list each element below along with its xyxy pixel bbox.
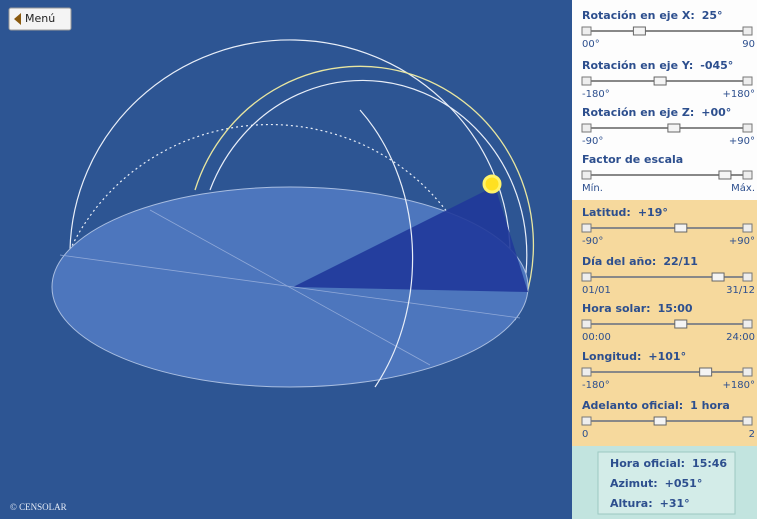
range-min: -180° <box>582 380 610 391</box>
slider-button[interactable] <box>743 77 752 85</box>
range-min: -180° <box>582 89 610 100</box>
slider-thumb[interactable] <box>633 27 645 35</box>
slider-thumb[interactable] <box>654 77 666 85</box>
slider-button[interactable] <box>743 320 752 328</box>
result-label: Altura: <box>610 497 653 510</box>
slider-button[interactable] <box>582 77 591 85</box>
range-min: 0 <box>582 429 588 440</box>
result-label: Hora oficial: <box>610 457 685 470</box>
app: Menú © CENSOLAR Rotación en eje X: 25° 00°… <box>0 0 757 519</box>
slider-button[interactable] <box>743 273 752 281</box>
slider-button[interactable] <box>743 27 752 35</box>
slider-button[interactable] <box>582 27 591 35</box>
scene: Menú © CENSOLAR <box>0 0 572 519</box>
control-label: Día del año: <box>582 255 656 268</box>
range-min: -90° <box>582 236 603 247</box>
control-label: Rotación en eje X: <box>582 9 695 22</box>
control-value: 22/11 <box>663 255 698 268</box>
range-max: 2 <box>749 429 755 440</box>
control-label: Rotación en eje Z: <box>582 106 694 119</box>
range-min: 01/01 <box>582 285 611 296</box>
control-value: 15:00 <box>658 302 693 315</box>
result-value: 15:46 <box>692 457 727 470</box>
slider-thumb[interactable] <box>719 171 731 179</box>
control-label: Adelanto oficial: <box>582 399 683 412</box>
result-label: Azimut: <box>610 477 658 490</box>
slider-button[interactable] <box>582 171 591 179</box>
result-value: +051° <box>665 477 703 490</box>
range-max: +180° <box>723 380 755 391</box>
slider-thumb[interactable] <box>675 224 687 232</box>
control-label: Longitud: <box>582 350 641 363</box>
result-value: +31° <box>660 497 690 510</box>
control-label: Factor de escala <box>582 153 683 166</box>
menu-label[interactable]: Menú <box>25 12 55 25</box>
slider-button[interactable] <box>743 368 752 376</box>
control-value: +00° <box>701 106 731 119</box>
slider-button[interactable] <box>743 417 752 425</box>
slider-button[interactable] <box>582 368 591 376</box>
range-max: +180° <box>723 89 755 100</box>
range-max: 90 <box>742 39 755 50</box>
range-min: Mín. <box>582 182 603 194</box>
control-label: Latitud: <box>582 206 631 219</box>
slider-button[interactable] <box>582 224 591 232</box>
slider-thumb[interactable] <box>668 124 680 132</box>
slider-thumb[interactable] <box>654 417 666 425</box>
range-max: +90° <box>729 136 755 147</box>
control-value: 1 hora <box>690 399 730 412</box>
range-max: Máx. <box>731 182 755 194</box>
range-min: -90° <box>582 136 603 147</box>
control-label: Hora solar: <box>582 302 651 315</box>
range-max: 24:00 <box>726 332 755 343</box>
slider-button[interactable] <box>582 320 591 328</box>
range-min: 00° <box>582 39 600 50</box>
slider-button[interactable] <box>582 124 591 132</box>
control-value: +101° <box>648 350 686 363</box>
control-label: Rotación en eje Y: <box>582 59 693 72</box>
sun <box>484 176 500 192</box>
range-max: +90° <box>729 236 755 247</box>
slider-button[interactable] <box>582 417 591 425</box>
slider-thumb[interactable] <box>675 320 687 328</box>
control-value: +19° <box>638 206 668 219</box>
slider-thumb[interactable] <box>700 368 712 376</box>
control-value: -045° <box>700 59 733 72</box>
slider-button[interactable] <box>743 171 752 179</box>
slider-button[interactable] <box>743 224 752 232</box>
copyright: © CENSOLAR <box>10 502 67 512</box>
range-max: 31/12 <box>726 285 755 296</box>
slider-thumb[interactable] <box>712 273 724 281</box>
range-min: 00:00 <box>582 332 611 343</box>
slider-button[interactable] <box>743 124 752 132</box>
control-value: 25° <box>702 9 723 22</box>
slider-button[interactable] <box>582 273 591 281</box>
